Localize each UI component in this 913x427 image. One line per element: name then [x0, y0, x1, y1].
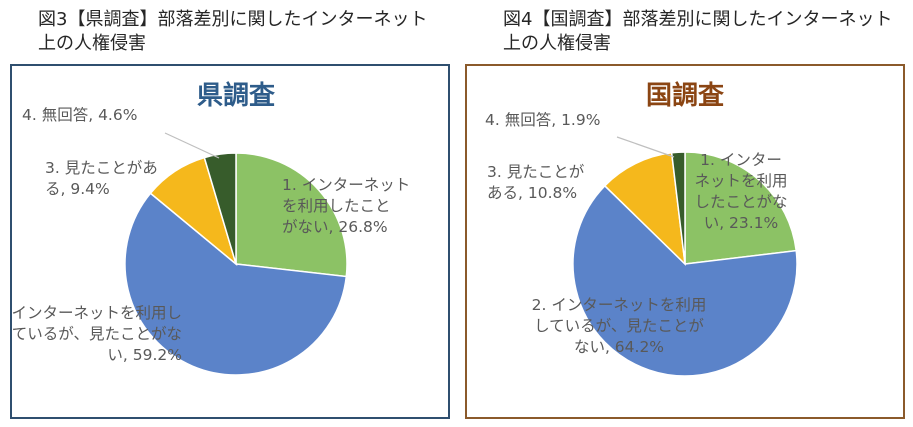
label-leader-line	[164, 132, 220, 159]
pie-slice-3	[603, 151, 686, 267]
pie-slice-2	[124, 192, 348, 376]
chart-panel-national: 国調査 1. インターネットを利用したことがない, 23.1% 2. インターネット…	[465, 64, 905, 419]
label-leader-line	[616, 136, 675, 158]
data-label-4: 4. 無回答, 1.9%	[485, 111, 600, 129]
figure-title-right: 図4【国調査】部落差別に関したインターネット 上の人権侵害	[503, 8, 892, 56]
figure-title-line: 上の人権侵害	[503, 33, 611, 54]
pie-chart-national: 国調査 1. インターネットを利用したことがない, 23.1% 2. インターネット…	[485, 80, 798, 377]
chart-panel-prefecture: 県調査 1. インターネットを利用したことがない, 26.8% 2. インターネット…	[10, 64, 450, 419]
data-label-4: 4. 無回答, 4.6%	[22, 106, 137, 124]
data-label-1: 1. インターネットを利用したことがない, 26.8%	[282, 176, 410, 236]
data-label-3: 3. 見たことがある, 9.4%	[45, 159, 158, 198]
data-label-2: 2. インターネットを利用しているが、見たことがない, 64.2%	[532, 296, 707, 356]
figure-title-line: 図4【国調査】部落差別に関したインターネット	[503, 9, 893, 30]
data-label-3: 3. 見たことがある, 10.8%	[487, 163, 585, 202]
pie-slice-1	[235, 152, 348, 278]
pie-slice-2	[572, 184, 798, 377]
pie-slice-4	[203, 152, 237, 265]
data-label-2: 2. インターネットを利用しているが、見たことがない, 59.2%	[12, 304, 182, 364]
pie-chart-prefecture: 県調査 1. インターネットを利用したことがない, 26.8% 2. インターネット…	[12, 80, 410, 376]
figure-title-left: 図3【県調査】部落差別に関したインターネット 上の人権侵害	[38, 8, 427, 56]
pie-slice-4	[670, 151, 686, 265]
chart-title: 県調査	[197, 80, 275, 111]
data-label-1: 1. インターネットを利用したことがない, 23.1%	[694, 151, 787, 232]
figure-title-line: 図3【県調査】部落差別に関したインターネット	[38, 9, 428, 30]
pie-slice-1	[684, 151, 798, 265]
chart-title: 国調査	[646, 80, 724, 111]
figure-title-line: 上の人権侵害	[38, 33, 146, 54]
